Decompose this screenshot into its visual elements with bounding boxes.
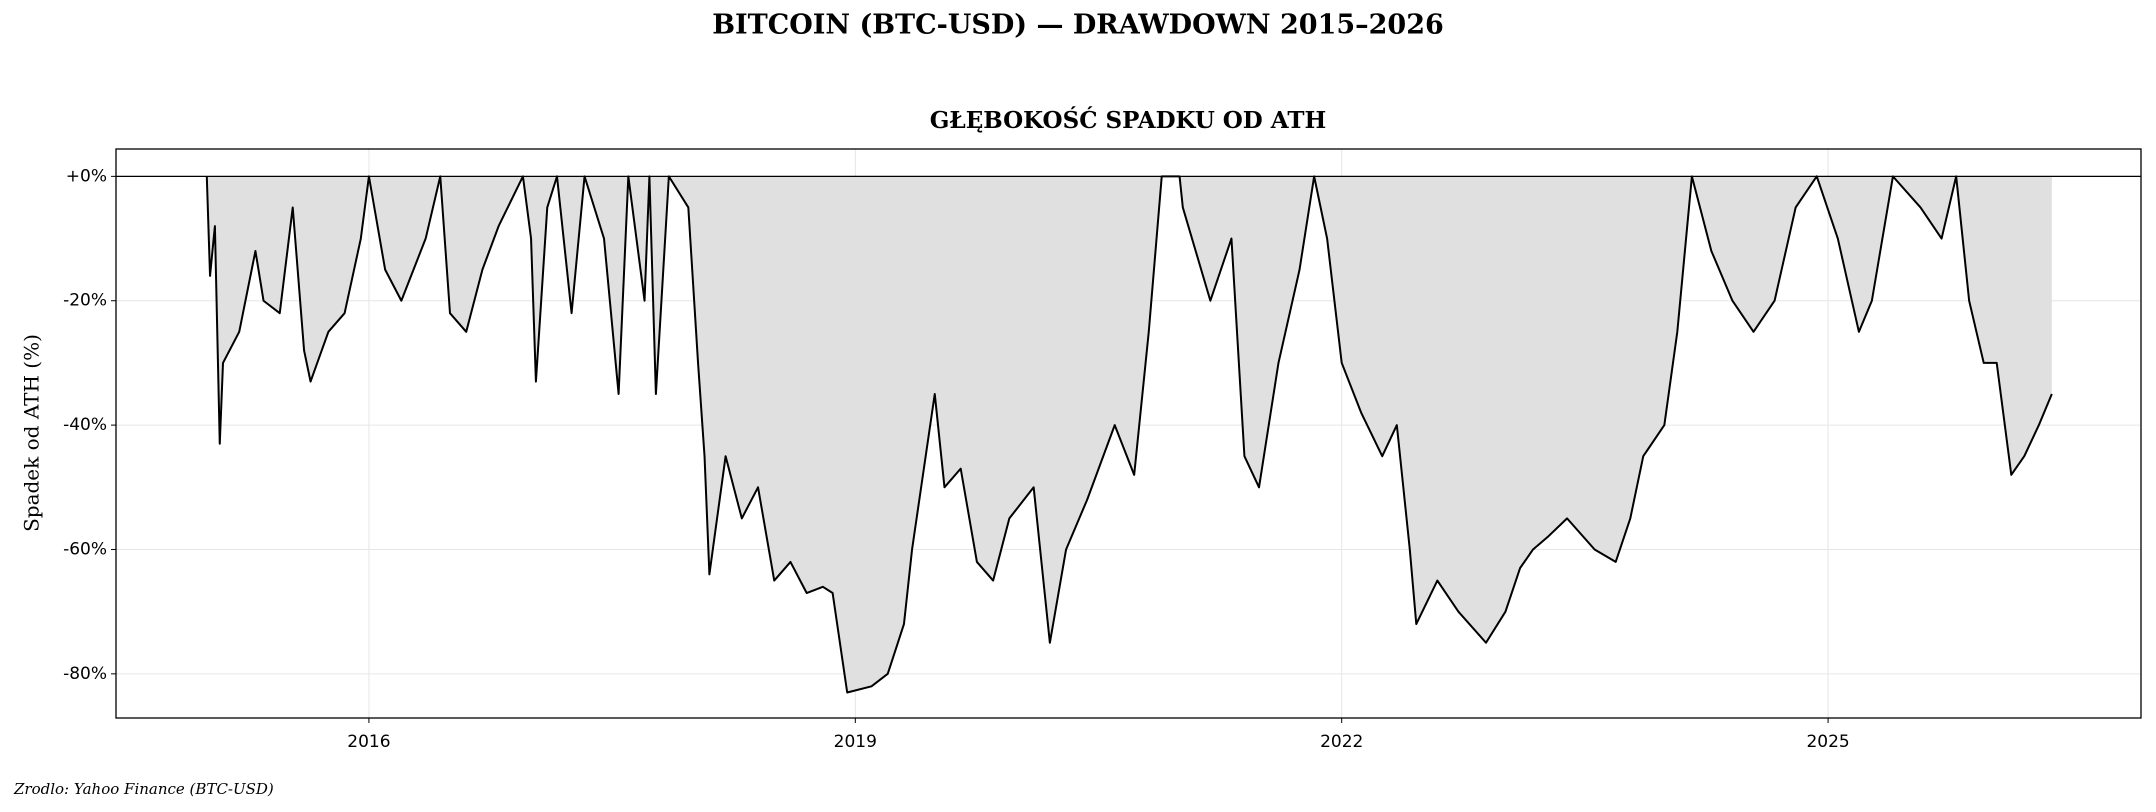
y-axis-label: Spadek od ATH (%) <box>20 334 44 532</box>
x-tick-label: 2025 <box>1806 732 1849 752</box>
x-tick-label: 2019 <box>834 732 877 752</box>
y-tick-label: -60% <box>63 539 107 559</box>
y-tick-label: -40% <box>63 415 107 435</box>
drawdown-area <box>206 176 2052 693</box>
drawdown-line <box>205 175 2053 694</box>
y-tick-label: -20% <box>63 291 107 311</box>
y-tick-label: +0% <box>66 166 107 186</box>
x-tick-label: 2016 <box>347 732 390 752</box>
plot-frame <box>115 148 2142 719</box>
chart-title: BITCOIN (BTC-USD) — DRAWDOWN 2015–2026 <box>712 10 1444 41</box>
chart-subtitle: GŁĘBOKOŚĆ SPADKU OD ATH <box>930 107 1326 134</box>
y-tick-label: -80% <box>63 664 107 684</box>
source-note: Zrodlo: Yahoo Finance (BTC-USD) <box>13 780 274 798</box>
x-tick-label: 2022 <box>1320 732 1363 752</box>
